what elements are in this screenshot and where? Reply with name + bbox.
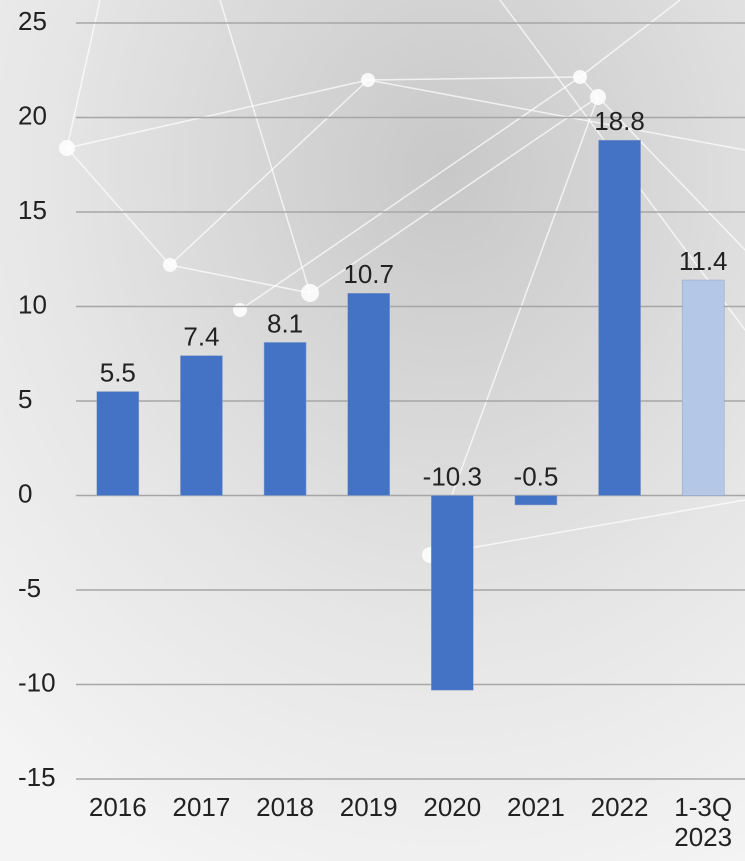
y-tick-label: 0 bbox=[18, 478, 32, 508]
data-label: 8.1 bbox=[267, 308, 303, 338]
data-label: 10.7 bbox=[343, 259, 394, 289]
y-tick-label: -5 bbox=[18, 573, 41, 603]
bar bbox=[347, 293, 390, 496]
network-nodes bbox=[59, 70, 606, 563]
y-tick-label: -10 bbox=[18, 667, 56, 697]
y-tick-label: 15 bbox=[18, 195, 47, 225]
x-tick-label: 2017 bbox=[172, 792, 231, 822]
bar bbox=[598, 139, 641, 496]
bar bbox=[96, 391, 140, 496]
data-label: -0.5 bbox=[514, 461, 559, 491]
y-tick-label: -15 bbox=[18, 762, 56, 792]
data-label: 18.8 bbox=[594, 106, 645, 136]
x-tick-label: 2020 bbox=[423, 792, 482, 822]
bar bbox=[681, 279, 725, 496]
x-tick-label: 2016 bbox=[88, 792, 147, 822]
bar bbox=[180, 355, 223, 496]
x-tick-label: 1-3Q 2023 bbox=[674, 792, 733, 852]
data-label: 11.4 bbox=[679, 246, 728, 276]
bar bbox=[514, 495, 558, 506]
y-tick-label: 10 bbox=[18, 289, 47, 319]
y-tick-label: 5 bbox=[18, 384, 32, 414]
data-label: -10.3 bbox=[423, 461, 482, 491]
y-tick-label: 20 bbox=[18, 100, 47, 130]
x-tick-label: 2019 bbox=[339, 792, 398, 822]
x-tick-label: 2022 bbox=[590, 792, 649, 822]
bar bbox=[431, 495, 474, 691]
x-tick-label: 2018 bbox=[256, 792, 314, 822]
data-label: 7.4 bbox=[183, 322, 219, 352]
bar bbox=[263, 342, 307, 496]
y-tick-label: 25 bbox=[18, 6, 47, 36]
data-label: 5.5 bbox=[100, 357, 136, 387]
x-tick-label: 2021 bbox=[507, 792, 565, 822]
